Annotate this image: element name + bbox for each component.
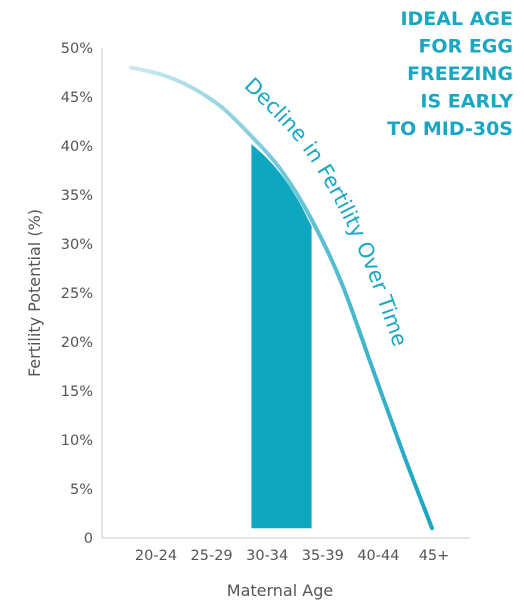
y-tick-label: 5%: [70, 482, 93, 498]
callout-line: FREEZING: [407, 63, 513, 85]
callout-line: FOR EGG: [418, 36, 513, 58]
x-tick-label: 20-24: [135, 548, 177, 564]
x-tick-label: 35-39: [302, 548, 344, 564]
y-tick-label: 25%: [61, 286, 93, 302]
y-tick-label: 0: [84, 531, 93, 547]
fertility-decline-curve: [129, 65, 434, 531]
y-tick-label: 30%: [61, 237, 93, 253]
x-tick-label: 25-29: [191, 548, 233, 564]
x-axis-label: Maternal Age: [227, 581, 333, 600]
y-tick-label: 15%: [61, 384, 93, 400]
callout-line: IS EARLY: [420, 91, 513, 113]
ideal-age-callout: IDEAL AGE FOR EGG FREEZING IS EARLY TO MID-3…: [387, 8, 513, 140]
y-tick-label: 20%: [61, 335, 93, 351]
y-axis-label: Fertility Potential (%): [25, 209, 44, 377]
y-tick-label: 35%: [61, 188, 93, 204]
y-tick-label: 50%: [61, 41, 93, 57]
y-tick-label: 45%: [61, 90, 93, 106]
callout-line: IDEAL AGE: [400, 8, 513, 30]
y-tick-labels: 0 5% 10% 15% 20% 25% 30% 35% 40% 45% 50%: [61, 41, 93, 547]
y-tick-label: 40%: [61, 139, 93, 155]
ideal-age-highlight-area: [251, 144, 312, 529]
x-tick-label: 30-34: [246, 548, 288, 564]
callout-line: TO MID-30S: [387, 118, 513, 140]
x-tick-label: 45+: [419, 548, 450, 564]
x-tick-label: 40-44: [357, 548, 399, 564]
x-tick-labels: 20-24 25-29 30-34 35-39 40-44 45+: [135, 548, 449, 564]
y-tick-label: 10%: [61, 433, 93, 449]
